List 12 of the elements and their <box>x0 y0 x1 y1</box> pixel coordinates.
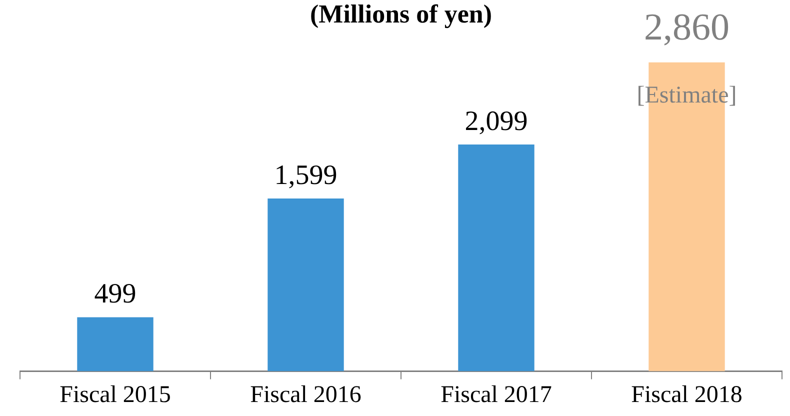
data-label: 2,099 <box>464 106 528 137</box>
x-tick-label: Fiscal 2017 <box>440 382 552 408</box>
x-tick-label: Fiscal 2018 <box>631 382 742 408</box>
bar <box>77 317 154 372</box>
x-tick-label: Fiscal 2015 <box>60 382 171 408</box>
x-tick-label: Fiscal 2016 <box>250 382 362 408</box>
data-label: 1,599 <box>274 160 338 191</box>
chart-title: (Millions of yen) <box>310 0 492 28</box>
bar <box>268 198 344 372</box>
data-label: 499 <box>94 278 136 310</box>
data-label: 2,860 <box>644 6 730 48</box>
bar <box>458 144 534 372</box>
